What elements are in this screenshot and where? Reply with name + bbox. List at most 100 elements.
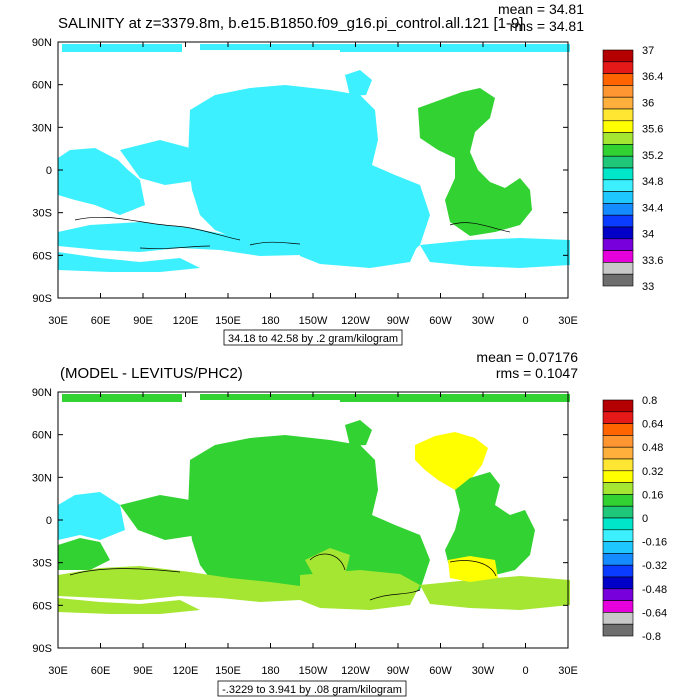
map-field [58, 44, 570, 272]
colorbar-swatch [602, 96, 634, 110]
colorbar-label: 0.16 [642, 489, 663, 501]
y-tick-label: 60S [32, 600, 52, 612]
colorbar-swatch [602, 458, 634, 472]
colorbar-swatch [602, 494, 634, 507]
colorbar-swatch [602, 203, 634, 216]
colorbar-swatch [602, 600, 634, 613]
colorbar-swatch [602, 250, 634, 263]
colorbar-swatch [602, 273, 634, 287]
x-tick-label: 60E [91, 665, 111, 677]
y-tick-label: 30N [32, 472, 52, 484]
y-axis: 90N 60N 30N 0 30S 60S 90S [32, 37, 568, 305]
colorbar-swatch [602, 588, 634, 601]
colorbar-swatch [602, 155, 634, 169]
y-tick-label: 0 [46, 515, 52, 527]
x-tick-label: 90E [133, 315, 153, 327]
colorbar-swatch [602, 553, 634, 566]
x-tick-label: 90W [387, 665, 410, 677]
colorbar-swatch [602, 517, 634, 531]
x-tick-label: 120E [173, 315, 199, 327]
colorbar-swatch [602, 482, 634, 495]
x-tick-label: 30E [48, 315, 68, 327]
colorbar-swatch [602, 238, 634, 251]
colorbar-label: 33 [642, 281, 654, 293]
x-tick-label: 60E [91, 315, 111, 327]
mean-label: mean = 0.07176 [476, 349, 578, 365]
x-tick-label: 150E [215, 315, 241, 327]
x-tick-label: 180 [261, 315, 279, 327]
x-tick-label: 90W [387, 315, 410, 327]
colorbar-swatch [602, 435, 634, 448]
colorbar-swatch [602, 446, 634, 460]
y-tick-label: 30N [32, 122, 52, 134]
colorbar-label: 36 [642, 97, 654, 109]
colorbar-swatch [602, 108, 634, 122]
x-tick-label: 120W [341, 315, 370, 327]
colorbar-swatch [602, 120, 634, 133]
colorbar-label: 34 [642, 229, 654, 241]
x-tick-label: 60W [429, 665, 452, 677]
y-tick-label: 60S [32, 250, 52, 262]
map-field [58, 394, 570, 614]
colorbar-label: 0.32 [642, 466, 663, 478]
x-tick-label: 30W [472, 315, 495, 327]
colorbar-swatch [602, 144, 634, 157]
y-tick-label: 30S [32, 558, 52, 570]
contour-info-box [217, 680, 407, 697]
y-axis: 90N 60N 30N 0 30S 60S 90S [32, 387, 568, 655]
colorbar-label: -0.8 [642, 631, 661, 643]
y-tick-label: 60N [32, 80, 52, 92]
colorbar-swatch [602, 85, 634, 98]
rms-label: rms = 0.1047 [496, 365, 578, 381]
colorbar-swatch [602, 191, 634, 204]
colorbar-swatch [602, 132, 634, 145]
colorbar: 37 36.4 36 35.6 35.2 34.8 34.4 34 33.6 33 [602, 45, 663, 293]
colorbar-swatch [602, 576, 634, 590]
colorbar-swatch [602, 61, 634, 74]
y-tick-label: 90N [32, 37, 52, 49]
x-tick-label: 150W [299, 315, 328, 327]
colorbar-swatch [602, 49, 634, 63]
colorbar-label: 37 [642, 45, 654, 57]
colorbar-label: 0.64 [642, 419, 663, 431]
colorbar-label: 36.4 [642, 71, 663, 83]
contour-info: 34.18 to 42.58 by .2 gram/kilogram [228, 333, 398, 345]
x-tick-label: 90E [133, 665, 153, 677]
panel-title: SALINITY at z=3379.8m, b.e15.B1850.f09_g… [58, 15, 523, 32]
colorbar-swatch [602, 505, 634, 519]
colorbar-swatch [602, 529, 634, 542]
colorbar-swatch [602, 399, 634, 413]
y-tick-label: 60N [32, 430, 52, 442]
salinity-panel: SALINITY at z=3379.8m, b.e15.B1850.f09_g… [32, 1, 663, 346]
difference-panel: (MODEL - LEVITUS/PHC2) mean = 0.07176 rm… [32, 349, 667, 697]
colorbar-swatch [602, 541, 634, 554]
x-tick-label: 0 [522, 315, 528, 327]
colorbar-label: 35.6 [642, 124, 663, 136]
colorbar-label: 33.6 [642, 255, 663, 267]
colorbar-label: 0.8 [642, 395, 657, 407]
colorbar-swatch [602, 612, 634, 625]
colorbar-label: -0.16 [642, 537, 667, 549]
colorbar-label: 35.2 [642, 150, 663, 162]
x-axis: 30E 60E 90E 120E 150E 180 150W 120W 90W 60W 30W 0 30… [48, 42, 578, 327]
colorbar-swatch [602, 214, 634, 228]
colorbar-label: 34.8 [642, 176, 663, 188]
x-tick-label: 30W [472, 665, 495, 677]
y-tick-label: 90S [32, 643, 52, 655]
x-tick-label: 120W [341, 665, 370, 677]
colorbar-swatch [602, 262, 634, 275]
colorbar-label: -0.64 [642, 607, 667, 619]
colorbar-swatch [602, 470, 634, 483]
colorbar-label: 0 [642, 513, 648, 525]
colorbar-swatch [602, 423, 634, 436]
colorbar-label: -0.32 [642, 560, 667, 572]
x-tick-label: 180 [261, 665, 279, 677]
x-axis: 30E 60E 90E 120E 150E 180 150W 120W 90W 60W 30W 0 30… [48, 392, 578, 677]
x-tick-label: 30E [558, 665, 578, 677]
colorbar-label: 0.48 [642, 442, 663, 454]
x-tick-label: 150W [299, 665, 328, 677]
colorbar-swatch [602, 226, 634, 240]
colorbar-swatch [602, 179, 634, 192]
x-tick-label: 150E [215, 665, 241, 677]
